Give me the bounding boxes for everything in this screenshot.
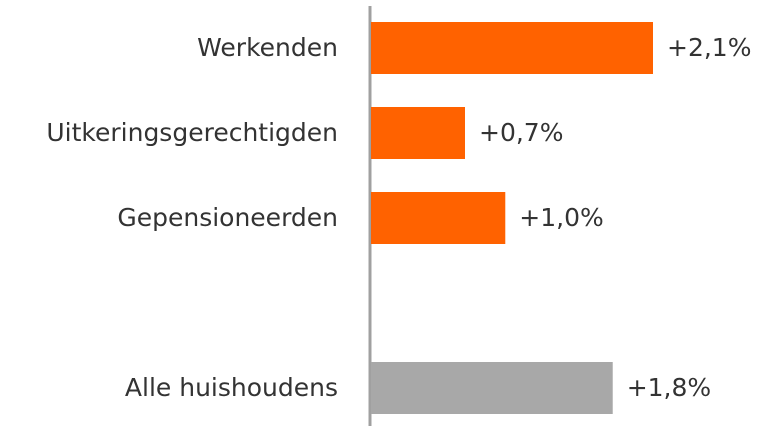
category-label: Uitkeringsgerechtigden	[46, 118, 338, 147]
category-label: Alle huishoudens	[125, 373, 338, 402]
category-label: Werkenden	[197, 33, 338, 62]
value-label: +2,1%	[667, 33, 751, 62]
bar	[371, 362, 613, 414]
bar	[371, 22, 653, 74]
category-label: Gepensioneerden	[117, 203, 338, 232]
value-label: +1,0%	[519, 203, 603, 232]
bar	[371, 107, 465, 159]
value-label: +1,8%	[627, 373, 711, 402]
bar	[371, 192, 506, 244]
value-label: +0,7%	[479, 118, 563, 147]
